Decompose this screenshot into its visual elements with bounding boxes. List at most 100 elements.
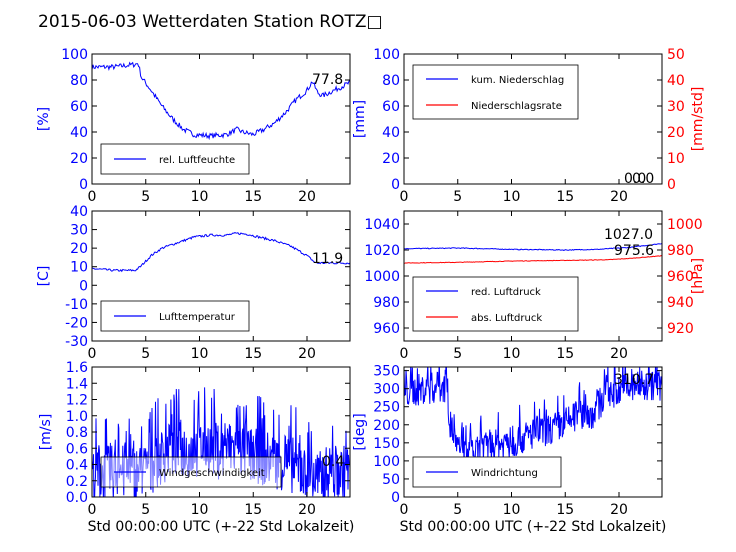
- y-tick-label: 0: [391, 177, 400, 193]
- y-tick-label: 1020: [364, 243, 400, 259]
- figure-title: 2015-06-03 Wetterdaten Station ROTZ□: [38, 12, 383, 32]
- series-line-0: [404, 243, 662, 251]
- y-tick-label: 0: [79, 278, 88, 294]
- y-tick-label: 60: [70, 99, 88, 115]
- y-axis-label: [%]: [36, 107, 52, 131]
- legend-label: rel. Luftfeuchte: [159, 155, 235, 166]
- y2-tick-label: 50: [667, 47, 685, 63]
- y-tick-label: -20: [65, 315, 88, 331]
- y-tick-label: 1.4: [66, 376, 88, 392]
- x-tick-label: 0: [400, 502, 409, 518]
- x-tick-label: 5: [141, 502, 150, 518]
- legend-label: abs. Luftdruck: [471, 313, 542, 324]
- legend-label: kum. Niederschlag: [471, 75, 564, 86]
- y-tick-label: 1.0: [66, 409, 88, 425]
- value-annotation: 0.0: [624, 171, 646, 187]
- series-line-1: [404, 255, 662, 264]
- y-tick-label: 960: [373, 321, 400, 337]
- y2-tick-label: 1000: [667, 217, 703, 233]
- legend: Windgeschwindigkeit: [100, 456, 282, 488]
- y-tick-label: 200: [373, 418, 400, 434]
- y-tick-label: 40: [382, 125, 400, 141]
- y-tick-label: 60: [382, 99, 400, 115]
- y-tick-label: 0: [391, 490, 400, 506]
- legend-box: [412, 64, 579, 120]
- legend-box: [412, 276, 579, 332]
- legend-label: Lufttemperatur: [159, 312, 236, 323]
- y-tick-label: 1.2: [66, 393, 88, 409]
- panel-temperatur: 0 5 10 15 20 -30 -20 -10 0 10 20 30 40 [C] Lufttempera…: [36, 204, 351, 362]
- legend-label: red. Luftdruck: [471, 287, 541, 298]
- x-tick-label: 0: [400, 189, 409, 205]
- y2-tick-label: 40: [667, 73, 685, 89]
- y-tick-label: 980: [373, 295, 400, 311]
- value-annotation-2: 0.0: [632, 171, 654, 187]
- y2-tick-label: 980: [667, 243, 694, 259]
- y-tick-label: 40: [70, 125, 88, 141]
- plot-frame: [91, 210, 351, 342]
- y-tick-label: 0.6: [66, 441, 88, 457]
- y2-tick-label: 960: [667, 269, 694, 285]
- y2-tick-label: 940: [667, 295, 694, 311]
- x-tick-label: 15: [244, 189, 262, 205]
- legend: Lufttemperatur: [100, 300, 250, 332]
- legend: kum. Niederschlag Niederschlagsrate: [412, 64, 579, 120]
- value-annotation: 1027.0: [604, 227, 653, 243]
- plot-frame: [91, 53, 351, 185]
- y-axis-label: [C]: [36, 266, 52, 287]
- panel-luftdruck: 0 5 10 15 20 960 980 1000 1020 1040 920 940 960 980 10…: [364, 210, 706, 362]
- y-tick-label: 250: [373, 400, 400, 416]
- y-tick-label: 30: [70, 223, 88, 239]
- y2-tick-label: 20: [667, 125, 685, 141]
- y-tick-label: 0: [79, 177, 88, 193]
- y-tick-label: 0.0: [66, 490, 88, 506]
- y2-tick-label: 0: [667, 177, 676, 193]
- panel-niederschlag: 0 5 10 15 20 0 20 40 60 80 100 0 10 20 30 40 50 [mm/std] […: [352, 47, 706, 205]
- series-line-0: [404, 367, 662, 471]
- legend: rel. Luftfeuchte: [100, 143, 250, 175]
- x-tick-label: 10: [503, 346, 521, 362]
- value-annotation: 77.8: [312, 72, 343, 88]
- y-tick-label: 1000: [364, 269, 400, 285]
- series-line-0: [92, 61, 350, 141]
- legend: red. Luftdruck abs. Luftdruck: [412, 276, 579, 332]
- x-tick-label: 20: [610, 189, 628, 205]
- y-tick-label: 80: [70, 73, 88, 89]
- x-tick-label: 15: [244, 502, 262, 518]
- x-tick-label: 5: [141, 346, 150, 362]
- x-axis-label: Std 00:00:00 UTC (+-22 Std Lokalzeit): [88, 519, 355, 535]
- x-tick-label: 5: [453, 189, 462, 205]
- x-tick-label: 20: [610, 502, 628, 518]
- y-tick-label: 350: [373, 364, 400, 380]
- y-tick-label: -30: [65, 334, 88, 350]
- value-annotation: 310.7: [614, 372, 654, 388]
- y-tick-label: 20: [382, 151, 400, 167]
- y-tick-label: 100: [373, 454, 400, 470]
- legend-label: Windrichtung: [471, 468, 538, 479]
- y-tick-label: 40: [70, 204, 88, 220]
- x-tick-label: 5: [141, 189, 150, 205]
- x-tick-label: 15: [556, 346, 574, 362]
- value-annotation-2: 975.6: [614, 243, 654, 259]
- x-axis-label: Std 00:00:00 UTC (+-22 Std Lokalzeit): [400, 519, 667, 535]
- y2-tick-label: 920: [667, 321, 694, 337]
- x-tick-label: 15: [556, 189, 574, 205]
- y-tick-label: 1.6: [66, 360, 88, 376]
- x-tick-label: 0: [88, 189, 97, 205]
- x-tick-label: 0: [400, 346, 409, 362]
- y-tick-label: 300: [373, 382, 400, 398]
- x-tick-label: 10: [503, 502, 521, 518]
- x-tick-label: 20: [610, 346, 628, 362]
- y-axis-label: [m/s]: [38, 414, 54, 451]
- value-annotation: 11.9: [312, 251, 343, 267]
- x-tick-label: 10: [503, 189, 521, 205]
- y-tick-label: 20: [70, 151, 88, 167]
- x-tick-label: 20: [298, 346, 316, 362]
- legend-label: Windgeschwindigkeit: [159, 468, 265, 479]
- series-line-0: [92, 232, 350, 273]
- y-tick-label: 0.8: [66, 425, 88, 441]
- y-tick-label: 20: [70, 241, 88, 257]
